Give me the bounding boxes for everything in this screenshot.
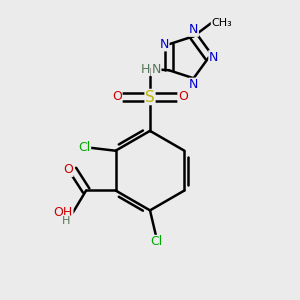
Text: N: N [189,23,198,36]
Text: N: N [152,62,161,76]
Text: S: S [145,89,155,104]
Text: Cl: Cl [78,141,91,154]
Text: O: O [112,91,122,103]
Text: N: N [209,51,218,64]
Text: CH₃: CH₃ [211,18,232,28]
Text: H: H [141,62,150,76]
Text: OH: OH [54,206,73,219]
Text: N: N [189,78,198,91]
Text: H: H [61,215,70,226]
Text: O: O [63,164,73,176]
Text: N: N [160,38,169,51]
Text: O: O [178,91,188,103]
Text: Cl: Cl [150,236,162,248]
